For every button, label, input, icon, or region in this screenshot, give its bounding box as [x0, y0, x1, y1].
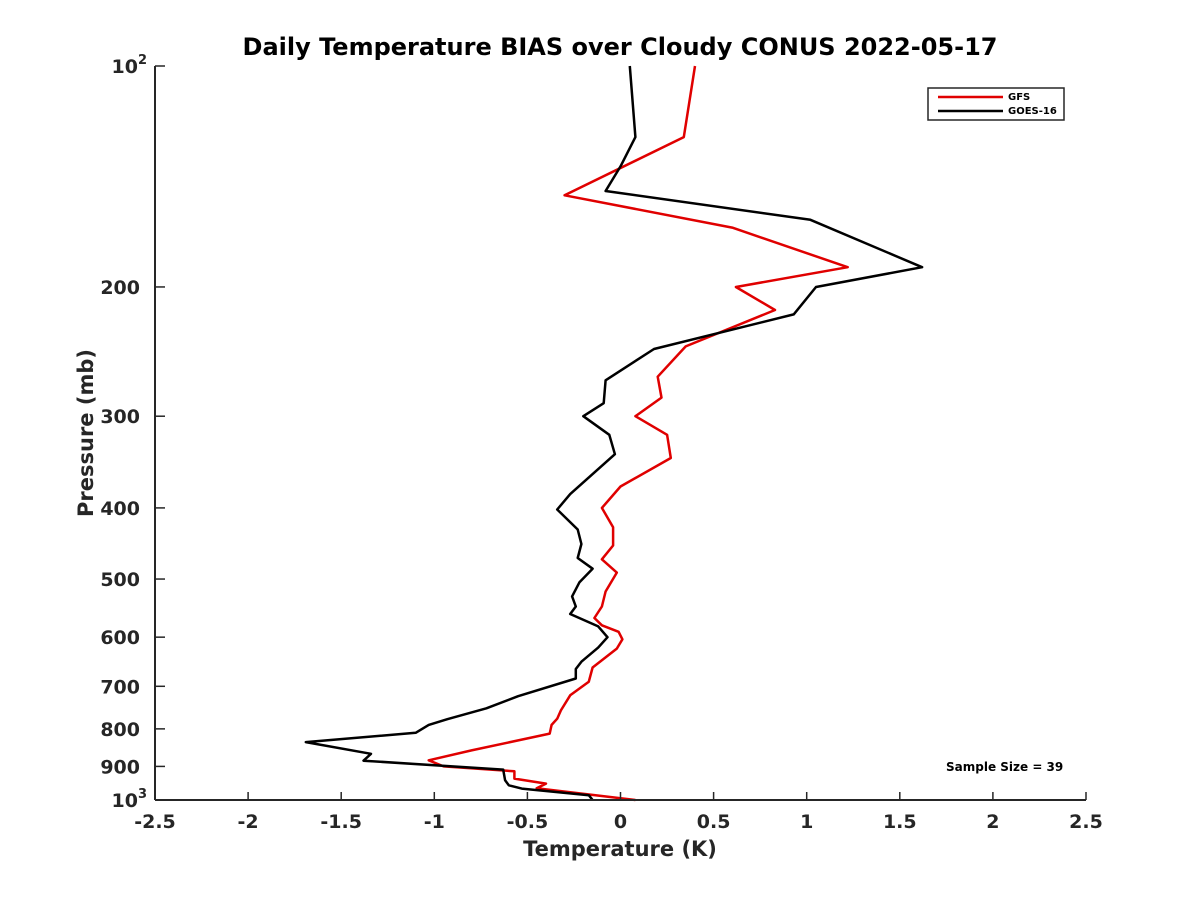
axes	[154, 66, 1086, 801]
legend-label-gfs: GFS	[1008, 92, 1030, 103]
x-tick-label: 0.5	[697, 811, 731, 833]
y-tick-label: 700	[100, 676, 140, 698]
y-tick-label: 500	[100, 569, 140, 591]
y-tick-label: 400	[100, 498, 140, 520]
x-tick-label: 0	[614, 811, 627, 833]
x-tick-label: -2	[238, 811, 259, 833]
legend-label-goes16: GOES-16	[1008, 106, 1057, 117]
legend: GFS GOES-16	[927, 87, 1065, 121]
y-tick-label: 200	[100, 277, 140, 299]
y-tick-label: 900	[100, 756, 140, 778]
y-ticks: 102 200 300 400 500 600 700 800 900 103	[100, 53, 165, 812]
x-tick-label: 1.5	[883, 811, 917, 833]
x-tick-label: 2	[986, 811, 999, 833]
y-tick-label: 102	[112, 53, 148, 78]
x-tick-label: -0.5	[507, 811, 549, 833]
series-line-goes16	[304, 65, 924, 801]
y-tick-label: 300	[100, 406, 140, 428]
y-tick-label: 103	[112, 787, 148, 812]
legend-box	[927, 87, 1065, 121]
y-tick-label: 600	[100, 627, 140, 649]
x-tick-label: 2.5	[1069, 811, 1103, 833]
plot-lines	[304, 65, 924, 802]
sample-size-annotation: Sample Size = 39	[946, 760, 1063, 774]
x-ticks: -2.5 -2 -1.5 -1 -0.5 0 0.5 1 1.5 2 2.5	[134, 792, 1103, 833]
x-axis-label: Temperature (K)	[523, 837, 717, 861]
y-axis-label: Pressure (mb)	[74, 349, 98, 517]
x-tick-label: -1.5	[320, 811, 362, 833]
x-tick-label: 1	[800, 811, 813, 833]
y-tick-label: 800	[100, 719, 140, 741]
chart-title: Daily Temperature BIAS over Cloudy CONUS…	[243, 33, 998, 61]
x-tick-label: -2.5	[134, 811, 176, 833]
series-line-gfs	[427, 65, 849, 802]
x-tick-label: -1	[424, 811, 445, 833]
